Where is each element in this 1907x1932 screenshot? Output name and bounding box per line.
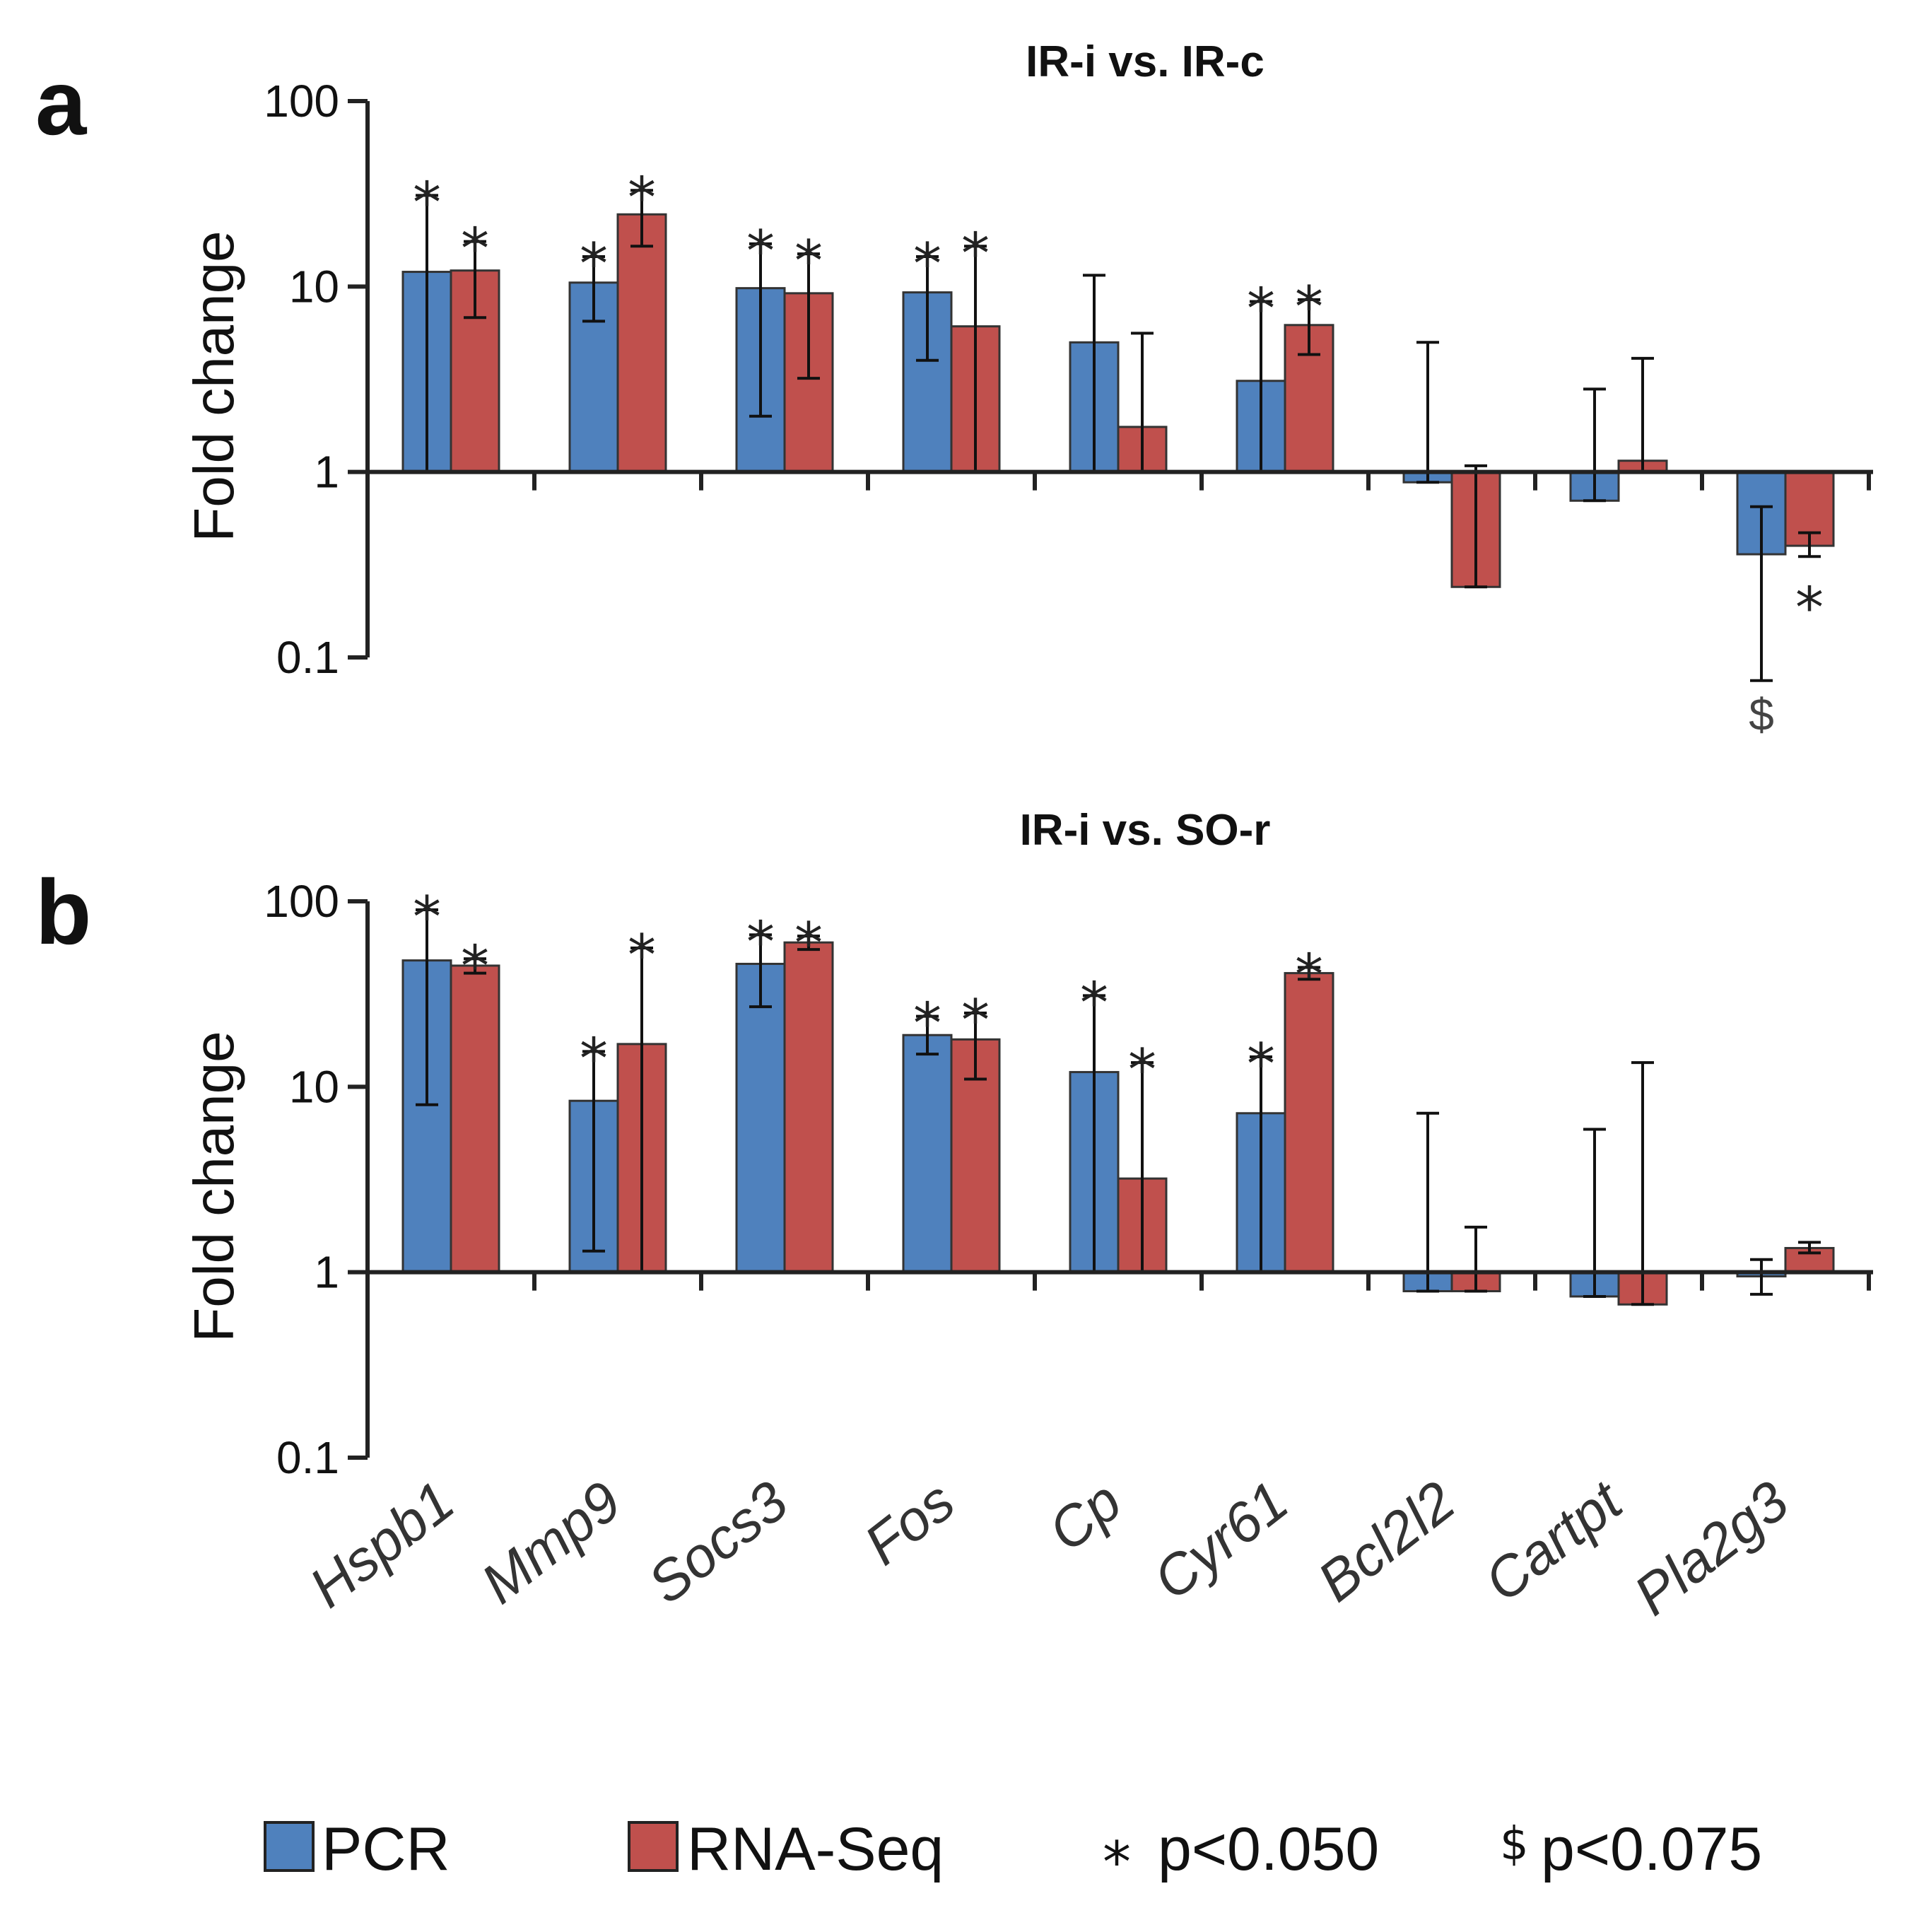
y-tick-label: 1 bbox=[314, 1247, 339, 1298]
panel-letter: a bbox=[35, 51, 88, 154]
legend-pcr-swatch bbox=[264, 1821, 315, 1872]
chart-title: IR-i vs. SO-r bbox=[1020, 806, 1271, 855]
significance-marker: * bbox=[1247, 276, 1275, 342]
legend-rnaseq-swatch bbox=[628, 1821, 679, 1872]
y-tick-label: 0.1 bbox=[276, 1432, 339, 1483]
legend-rnaseq-label: RNA-Seq bbox=[687, 1815, 944, 1883]
legend-trend-label: p<0.075 bbox=[1541, 1815, 1762, 1883]
bar-rnaseq bbox=[1284, 972, 1334, 1274]
y-tick-label: 0.1 bbox=[276, 632, 339, 683]
significance-marker: * bbox=[1295, 942, 1323, 1008]
y-tick-label: 10 bbox=[289, 261, 339, 312]
significance-marker: * bbox=[913, 231, 941, 297]
category-label: Hspb1 bbox=[298, 1469, 465, 1620]
significance-marker: * bbox=[913, 991, 941, 1057]
significance-marker: * bbox=[413, 170, 441, 235]
legend-sig-symbol: * bbox=[1103, 1829, 1131, 1895]
bar-pcr bbox=[735, 962, 786, 1274]
category-label: Cartpt bbox=[1473, 1468, 1635, 1614]
legend-pcr-label: PCR bbox=[322, 1815, 450, 1883]
category-label: Socs3 bbox=[636, 1469, 799, 1615]
bar-rnaseq bbox=[783, 941, 834, 1274]
significance-marker: * bbox=[628, 165, 656, 230]
bar-rnaseq bbox=[783, 292, 834, 474]
significance-marker: * bbox=[461, 216, 489, 282]
significance-marker: * bbox=[1080, 970, 1108, 1036]
y-tick-label: 100 bbox=[264, 876, 339, 927]
bar-rnaseq bbox=[450, 964, 500, 1274]
y-tick-label: 10 bbox=[289, 1061, 339, 1112]
panel-b-chart: b IR-i vs. SO-r Fold change 100 10 1 0.1 * * * * * *… bbox=[35, 806, 1873, 1483]
significance-marker: * bbox=[1795, 575, 1824, 640]
panel-letter: b bbox=[35, 860, 91, 964]
significance-marker: * bbox=[1295, 274, 1323, 340]
significance-marker: * bbox=[794, 911, 823, 976]
trend-marker: $ bbox=[1749, 689, 1774, 740]
y-tick-label: 100 bbox=[264, 76, 339, 127]
bar-pcr bbox=[902, 1034, 953, 1274]
legend-trend-symbol: $ bbox=[1500, 1818, 1529, 1870]
significance-marker: * bbox=[794, 228, 823, 294]
category-label: Fos bbox=[853, 1469, 966, 1576]
y-axis-label: Fold change bbox=[182, 230, 245, 541]
significance-marker: * bbox=[580, 1026, 608, 1091]
significance-marker: * bbox=[961, 221, 990, 286]
bar-rnaseq bbox=[616, 213, 667, 474]
y-axis-label: Fold change bbox=[182, 1031, 245, 1342]
category-label: Pla2g3 bbox=[1622, 1469, 1800, 1627]
significance-marker: * bbox=[746, 218, 775, 284]
significance-marker: * bbox=[1128, 1037, 1156, 1103]
category-labels: Hspb1 Mmp9 Socs3 Fos Cp Cyr61 Bcl2l2 CartptPla2… bbox=[298, 1468, 1800, 1627]
significance-marker: * bbox=[746, 909, 775, 975]
significance-marker: * bbox=[461, 933, 489, 999]
category-label: Bcl2l2 bbox=[1306, 1469, 1466, 1613]
category-label: Cp bbox=[1037, 1469, 1132, 1563]
legend-sig-label: p<0.050 bbox=[1158, 1815, 1379, 1883]
panel-a-chart: a IR-i vs. IR-c Fold change 100 10 1 0.1 * * * * * *… bbox=[35, 37, 1873, 740]
category-label: Cyr61 bbox=[1142, 1469, 1300, 1612]
significance-marker: * bbox=[413, 884, 441, 950]
y-tick-label: 1 bbox=[314, 447, 339, 498]
significance-marker: * bbox=[628, 923, 656, 988]
significance-marker: * bbox=[1247, 1031, 1275, 1097]
significance-marker: * bbox=[961, 988, 990, 1053]
chart-title: IR-i vs. IR-c bbox=[1026, 37, 1265, 86]
legend: PCR RNA-Seq * p<0.050 $ p<0.075 bbox=[264, 1815, 1762, 1895]
significance-marker: * bbox=[580, 231, 608, 297]
category-label: Mmp9 bbox=[470, 1469, 633, 1615]
